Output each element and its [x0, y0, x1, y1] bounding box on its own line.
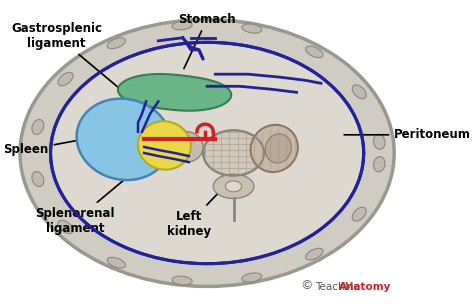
Ellipse shape: [172, 276, 192, 285]
Ellipse shape: [352, 207, 366, 221]
Ellipse shape: [58, 220, 73, 233]
Ellipse shape: [226, 181, 242, 192]
Ellipse shape: [374, 157, 385, 172]
Ellipse shape: [77, 99, 171, 180]
Text: ©: ©: [301, 279, 313, 293]
Text: Peritoneum: Peritoneum: [344, 128, 471, 141]
Ellipse shape: [242, 273, 262, 282]
Text: TeachMe: TeachMe: [315, 282, 360, 293]
Ellipse shape: [32, 172, 44, 187]
Text: Left
kidney: Left kidney: [167, 175, 236, 238]
Text: Stomach: Stomach: [178, 13, 236, 69]
Ellipse shape: [203, 130, 264, 176]
Ellipse shape: [213, 174, 254, 199]
Ellipse shape: [306, 46, 323, 58]
Ellipse shape: [251, 125, 298, 172]
Text: Spleen: Spleen: [3, 140, 81, 156]
Ellipse shape: [20, 20, 394, 286]
Ellipse shape: [172, 21, 192, 30]
Polygon shape: [221, 176, 246, 186]
Ellipse shape: [374, 134, 385, 149]
Ellipse shape: [265, 134, 292, 163]
Ellipse shape: [51, 42, 364, 264]
Text: Splenorenal
ligament: Splenorenal ligament: [35, 155, 154, 235]
Ellipse shape: [171, 132, 203, 162]
Ellipse shape: [352, 85, 366, 99]
Text: Gastrosplenic
ligament: Gastrosplenic ligament: [11, 22, 142, 107]
Ellipse shape: [242, 24, 262, 33]
Ellipse shape: [58, 73, 73, 86]
Ellipse shape: [264, 132, 297, 162]
Ellipse shape: [138, 121, 191, 170]
Text: Anatomy: Anatomy: [339, 282, 392, 293]
Ellipse shape: [107, 38, 126, 49]
Ellipse shape: [32, 119, 44, 134]
Ellipse shape: [306, 248, 323, 260]
Polygon shape: [118, 74, 231, 111]
Ellipse shape: [107, 257, 126, 268]
